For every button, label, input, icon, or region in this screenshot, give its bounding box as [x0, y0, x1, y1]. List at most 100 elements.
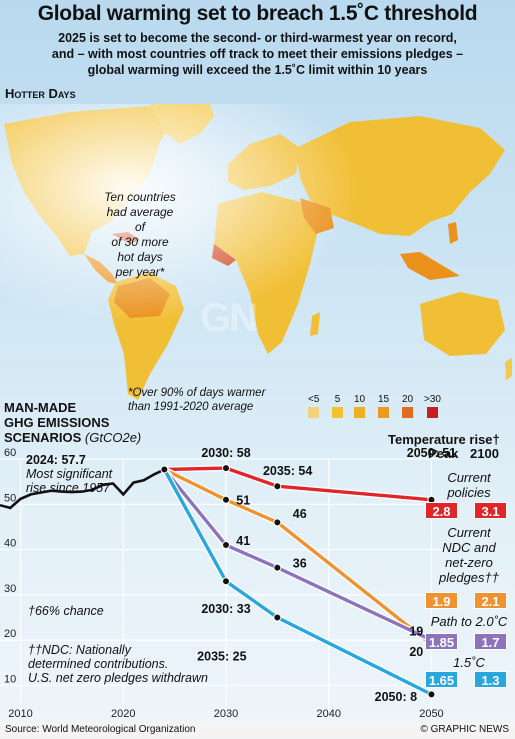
legend-label: <5: [308, 394, 320, 405]
subtitle: 2025 is set to become the second- or thi…: [0, 30, 515, 78]
scenario-label-line: policies: [447, 485, 491, 500]
y-tick-label: 10: [4, 673, 16, 685]
subtitle-line: and – with most countries off track to m…: [51, 47, 464, 61]
peak-box-path-2c: 1.85: [425, 633, 458, 650]
end-box-ndc: 2.1: [474, 592, 507, 609]
map-note-line: of 30 more: [111, 235, 169, 249]
ghg-title-line: GHG EMISSIONS: [4, 415, 110, 430]
footer: Source: World Meteorological Organizatio…: [0, 722, 515, 739]
footnote-ndc-line: ††NDC: Nationally: [28, 643, 131, 657]
map-footnote-line: than 1991-2020 average: [128, 401, 254, 413]
map-legend: <5 5 10 15 20 >30: [308, 394, 448, 424]
value-label: 2030: 58: [201, 446, 250, 460]
scenario-label-path-2c: Path to 2.0˚C: [430, 614, 508, 629]
y-tick-label: 50: [4, 492, 16, 504]
annotation-2024-line: rise since 1957: [26, 481, 111, 495]
legend-item: 20: [402, 394, 413, 418]
legend-item: 15: [378, 394, 389, 418]
legend-label: 20: [402, 394, 414, 405]
series-point: [222, 464, 230, 473]
map-note-line: had average of: [106, 205, 174, 234]
x-tick-label: 2020: [111, 708, 135, 720]
history-point-2024: [160, 465, 169, 474]
map-note-line: per year*: [115, 265, 165, 279]
watermark: GN: [200, 296, 258, 340]
end-heading: 2100: [470, 446, 499, 461]
map-footnote-line: *Over 90% of days warmer: [128, 387, 266, 399]
x-tick-label: 2050: [419, 708, 443, 720]
y-tick-label: 60: [4, 447, 16, 459]
value-label: 2035: 54: [263, 464, 312, 478]
value-label: 2050: 8: [375, 690, 417, 704]
scenario-label-line: Current: [447, 525, 491, 540]
x-tick-label: 2030: [214, 708, 238, 720]
legend-swatch: [354, 407, 366, 418]
legend-swatch: [402, 407, 414, 418]
end-box-1-5c: 1.3: [474, 671, 507, 688]
page-title: Global warming set to breach 1.5˚C thres…: [37, 2, 478, 25]
legend-label: 10: [354, 394, 366, 405]
ghg-title-line: MAN-MADE: [4, 400, 77, 415]
series-point: [222, 541, 230, 550]
x-tick-label: 2040: [316, 708, 340, 720]
series-line: [163, 467, 433, 646]
map-footnote: *Over 90% of days warmer than 1991-2020 …: [128, 386, 265, 414]
temperature-heading: Temperature rise†: [388, 432, 500, 447]
end-box-current-policies: 3.1: [474, 502, 507, 519]
scenario-label-line: pledges††: [439, 570, 499, 585]
value-label: 20: [409, 645, 423, 659]
footnote-ndc-line: U.S. net zero pledges withdrawn: [28, 671, 208, 685]
map-section-title: Hotter Days: [5, 86, 76, 101]
series-point: [222, 495, 230, 504]
history-line: [0, 468, 165, 510]
chart-labels: 2030: 58 2035: 54 2050: 51 51 46 41 36 19 20 2030…: [197, 446, 456, 704]
end-box-path-2c: 1.7: [474, 633, 507, 650]
scenario-label-line: net-zero: [445, 555, 493, 570]
scenario-label-line: NDC and: [442, 540, 496, 555]
legend-swatch: [308, 407, 320, 418]
value-label: 2050: 51: [407, 446, 456, 460]
peak-box-1-5c: 1.65: [425, 671, 458, 688]
ghg-unit: (GtCO2e): [84, 430, 142, 445]
map-note: Ten countries had average of of 30 more …: [100, 190, 180, 280]
value-label: 36: [293, 557, 307, 571]
peak-box-ndc: 1.9: [425, 592, 458, 609]
chart-grid: [0, 458, 452, 712]
value-label: 41: [236, 534, 250, 548]
series-point: [222, 577, 230, 586]
subtitle-line: 2025 is set to become the second- or thi…: [58, 31, 457, 45]
scenario-label-current-policies: Current policies: [424, 470, 514, 500]
annotation-2024: 2024: 57.7 Most significant rise since 1…: [26, 453, 112, 495]
y-tick-label: 40: [4, 538, 16, 550]
footnote-ndc-line: determined contributions.: [28, 657, 169, 671]
subtitle-line: global warming will exceed the 1.5˚C lim…: [87, 63, 428, 77]
legend-item: <5: [308, 394, 319, 418]
scenario-label-1-5c: 1.5˚C: [453, 655, 485, 670]
value-label: 46: [293, 507, 307, 521]
peak-heading: Peak: [428, 446, 459, 461]
scenario-label-ndc: Current NDC and net-zero pledges††: [424, 525, 514, 585]
legend-swatch: [426, 407, 438, 418]
legend-item: 5: [332, 394, 343, 418]
series-point: [273, 518, 282, 527]
world-map-svg: [0, 104, 515, 404]
series-line: [164, 466, 432, 502]
legend-label: 5: [334, 394, 341, 405]
legend-swatch: [332, 407, 343, 418]
annotation-2024-value: 2024: 57.7: [26, 453, 86, 467]
legend-item: 10: [354, 394, 365, 418]
peak-box-current-policies: 2.8: [425, 502, 458, 519]
map-note-line: Ten countries: [104, 190, 176, 204]
legend-item: >30: [424, 394, 441, 418]
ghg-title-line: SCENARIOS: [4, 430, 82, 445]
footnote-ndc: ††NDC: Nationally determined contributio…: [28, 643, 208, 685]
series-line: [163, 468, 433, 642]
source-text: Source: World Meteorological Organizatio…: [5, 724, 196, 735]
ghg-title: MAN-MADE GHG EMISSIONS SCENARIOS (GtCO2e…: [4, 400, 141, 445]
series-point: [273, 613, 282, 622]
legend-label: 15: [378, 394, 390, 405]
legend-label: >30: [424, 394, 441, 405]
y-tick-label: 30: [4, 583, 16, 595]
value-label: 2030: 33: [201, 602, 250, 616]
